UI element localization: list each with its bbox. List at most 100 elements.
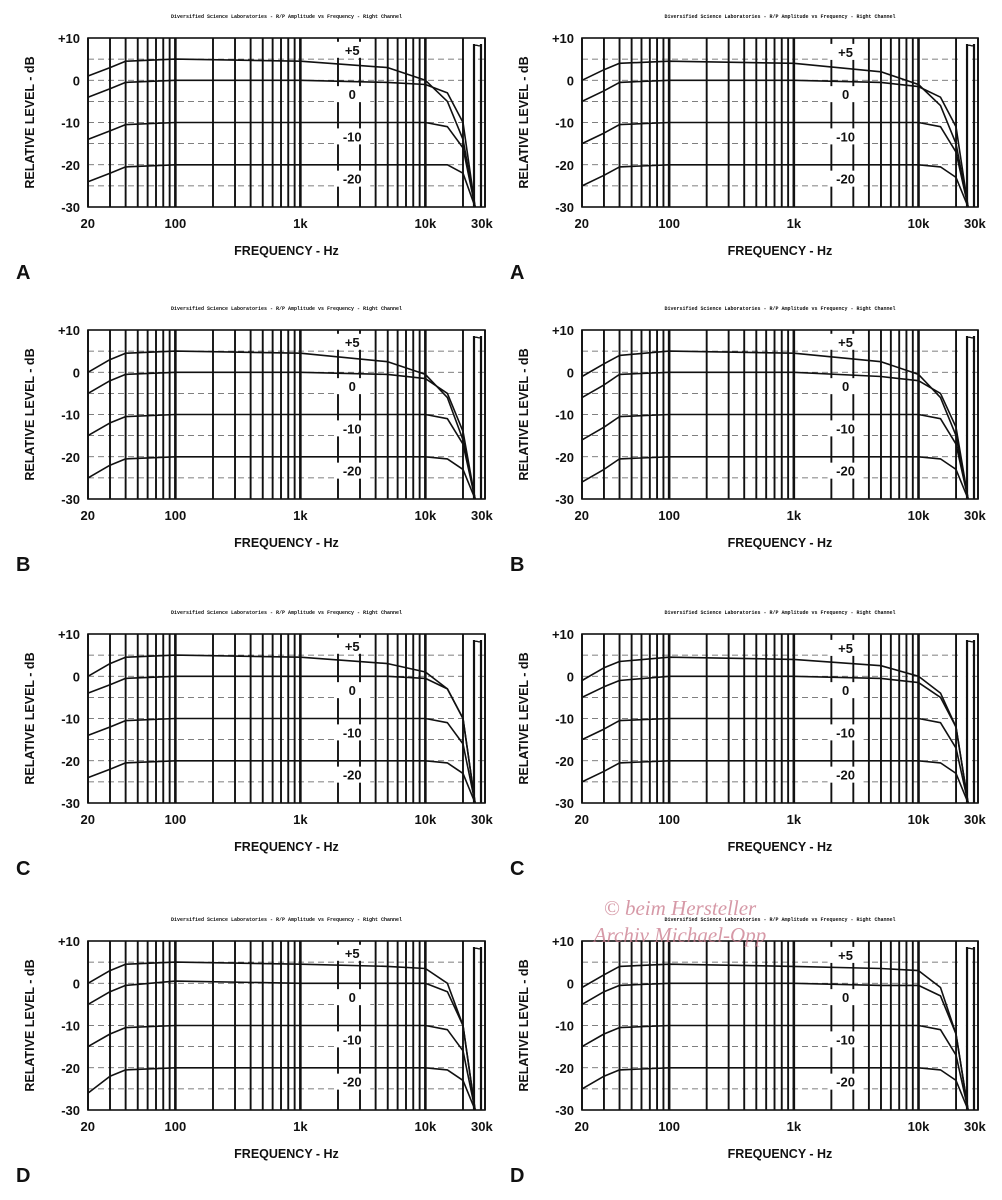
- y-tick-label: +10: [58, 31, 80, 46]
- curve-label-backing: [827, 1073, 864, 1090]
- x-axis-title: FREQUENCY - Hz: [234, 536, 339, 550]
- panel-letter: A: [16, 262, 30, 284]
- y-tick-label: -20: [555, 450, 574, 465]
- x-tick-label: 1k: [293, 812, 308, 827]
- curve-label-backing: [334, 637, 371, 654]
- y-tick-label: -30: [555, 1103, 574, 1118]
- series-line: [581, 1067, 969, 1111]
- legend-symbol: ~: [474, 941, 482, 956]
- chart-header: Diversified Science Laboratories - R/P A…: [664, 14, 895, 20]
- curve-label-backing: [334, 682, 371, 699]
- series-line: [87, 350, 476, 500]
- curve-label: +5: [345, 946, 360, 961]
- x-tick-label: 100: [165, 508, 187, 523]
- x-tick-label: 1k: [787, 812, 802, 827]
- series-line: [87, 1067, 476, 1111]
- series-line: [581, 759, 969, 804]
- chart-gap: [960, 39, 966, 206]
- chart-panel: Diversified Science Laboratories - R/P A…: [510, 14, 986, 284]
- series-line: [87, 717, 476, 804]
- y-tick-label: +10: [552, 323, 574, 338]
- curve-label: -10: [343, 725, 362, 740]
- curve-label-backing: [334, 170, 371, 187]
- y-tick-label: -30: [61, 492, 80, 507]
- x-axis-title: FREQUENCY - Hz: [234, 840, 339, 854]
- y-tick-label: +10: [552, 627, 574, 642]
- curve-label-backing: [827, 946, 864, 963]
- legend-symbol: ~: [967, 330, 975, 345]
- y-tick-label: -10: [555, 116, 574, 131]
- curve-label-backing: [827, 639, 864, 656]
- curve-label: 0: [842, 379, 849, 394]
- x-tick-label: 100: [658, 812, 680, 827]
- chart-header: Diversified Science Laboratories - R/P A…: [171, 14, 402, 20]
- y-tick-label: -20: [555, 158, 574, 173]
- series-line: [581, 1024, 969, 1111]
- x-tick-label: 1k: [293, 1119, 308, 1134]
- series-line: [581, 717, 969, 804]
- curve-label-backing: [334, 1073, 371, 1090]
- curve-label: -10: [836, 725, 855, 740]
- x-tick-label: 30k: [471, 1119, 493, 1134]
- chart-gap: [466, 942, 473, 1109]
- x-tick-label: 1k: [787, 1119, 802, 1134]
- x-tick-label: 20: [575, 1119, 589, 1134]
- curve-label-backing: [827, 1031, 864, 1048]
- curve-label: +5: [838, 948, 853, 963]
- y-tick-label: -30: [61, 796, 80, 811]
- curve-label-backing: [827, 462, 864, 479]
- curve-label: +5: [345, 639, 360, 654]
- x-tick-label: 20: [575, 812, 589, 827]
- x-tick-label: 10k: [415, 812, 437, 827]
- chart-header: Diversified Science Laboratories - R/P A…: [664, 917, 895, 923]
- chart-panel: Diversified Science Laboratories - R/P A…: [16, 917, 493, 1187]
- y-tick-label: -10: [61, 408, 80, 423]
- y-axis-title: RELATIVE LEVEL - dB: [517, 56, 531, 188]
- curve-label-backing: [827, 333, 864, 350]
- series-line: [581, 982, 969, 1111]
- curve-label: 0: [349, 379, 356, 394]
- x-tick-label: 30k: [471, 508, 493, 523]
- y-tick-label: -20: [555, 754, 574, 769]
- chart-gap: [960, 942, 966, 1109]
- y-tick-label: +10: [58, 934, 80, 949]
- curve-label-backing: [827, 170, 864, 187]
- panel-letter: D: [16, 1165, 30, 1187]
- series-line: [87, 980, 476, 1111]
- x-tick-label: 10k: [908, 812, 930, 827]
- curve-label: -20: [836, 464, 855, 479]
- x-axis-title: FREQUENCY - Hz: [234, 244, 339, 258]
- legend-symbol: ~: [967, 634, 975, 649]
- y-tick-label: -10: [61, 116, 80, 131]
- curve-label-backing: [827, 128, 864, 145]
- series-line: [581, 455, 969, 500]
- y-tick-label: -20: [61, 754, 80, 769]
- y-tick-label: -30: [61, 1103, 80, 1118]
- x-tick-label: 1k: [293, 508, 308, 523]
- x-tick-label: 30k: [471, 812, 493, 827]
- y-axis-title: RELATIVE LEVEL - dB: [517, 348, 531, 480]
- series-line: [581, 963, 969, 1111]
- y-tick-label: -20: [555, 1061, 574, 1076]
- series-line: [87, 1024, 476, 1111]
- chart-panel: Diversified Science Laboratories - R/P A…: [510, 610, 986, 880]
- legend-symbol: ~: [474, 38, 482, 53]
- watermark-line-2: Archiv Michael-Opp: [593, 923, 767, 947]
- curve-label: -20: [836, 1075, 855, 1090]
- curve-label-backing: [334, 944, 371, 961]
- curve-label: 0: [349, 990, 356, 1005]
- y-tick-label: -30: [555, 200, 574, 215]
- series-line: [87, 121, 476, 208]
- x-tick-label: 20: [81, 812, 95, 827]
- chart-gap: [466, 635, 473, 802]
- legend-symbol: ~: [967, 941, 975, 956]
- panel-letter: C: [510, 858, 524, 880]
- curve-label-backing: [827, 43, 864, 60]
- curve-label: 0: [842, 683, 849, 698]
- y-tick-label: +10: [58, 323, 80, 338]
- y-tick-label: 0: [73, 73, 80, 88]
- curve-label-backing: [334, 128, 371, 145]
- legend-symbol: ~: [474, 634, 482, 649]
- series-line: [581, 60, 969, 208]
- curve-label: -10: [836, 129, 855, 144]
